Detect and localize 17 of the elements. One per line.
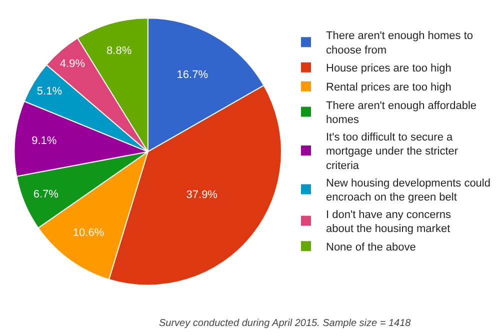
text: Survey conducted during April 2015. Sample size = 1418: [159, 318, 412, 329]
legend-label: New housing developments could encroach on the green belt: [326, 177, 490, 204]
data-label: 9.1%: [32, 135, 57, 148]
legend-label: There aren't enough homes to choose from: [326, 30, 474, 57]
legend-label: House prices are too high: [326, 62, 452, 75]
data-label: 6.7%: [33, 188, 59, 200]
legend-label: It's too difficult to secure a mortgage under the stricter criteria: [326, 131, 458, 172]
data-label: 16.7%: [176, 68, 208, 81]
data-label: 8.8%: [106, 44, 132, 57]
legend-label: I don't have any concerns about the housing market: [326, 208, 452, 236]
data-label: 4.9%: [60, 58, 86, 70]
data-label: 10.6%: [72, 227, 104, 240]
legend-label: Rental prices are too high: [326, 82, 452, 94]
legend-label: There aren't enough affordable homes: [326, 100, 477, 126]
data-label: 37.9%: [186, 188, 218, 201]
legend-label: None of the above: [326, 241, 416, 254]
data-label: 5.1%: [36, 86, 62, 98]
